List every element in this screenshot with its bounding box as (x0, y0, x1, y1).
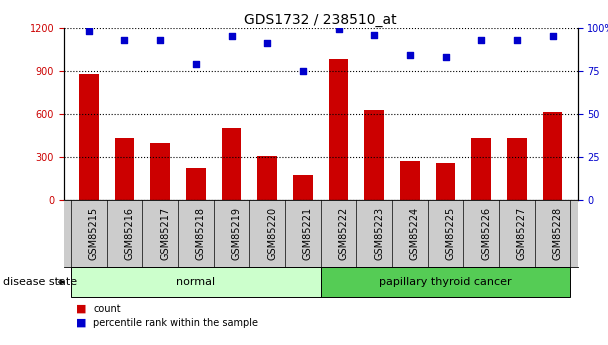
Text: disease state: disease state (3, 277, 77, 287)
Bar (257, 156, 277, 200)
Bar (79, 73, 98, 200)
Bar (436, 164, 455, 200)
Text: GSM85224: GSM85224 (410, 207, 420, 260)
Bar (507, 138, 527, 200)
Text: GSM85226: GSM85226 (482, 207, 491, 260)
Text: papillary thyroid cancer: papillary thyroid cancer (379, 277, 512, 287)
Bar (186, 168, 206, 200)
Text: ■: ■ (76, 304, 86, 314)
Text: GSM85221: GSM85221 (303, 207, 313, 260)
Bar (115, 138, 134, 200)
Bar (471, 138, 491, 200)
Bar (329, 59, 348, 200)
Bar (364, 110, 384, 200)
Text: GSM85228: GSM85228 (553, 207, 562, 260)
Text: percentile rank within the sample: percentile rank within the sample (93, 318, 258, 327)
Point (227, 33, 237, 39)
Text: ■: ■ (76, 318, 86, 327)
Text: GSM85222: GSM85222 (339, 207, 348, 260)
Text: GSM85217: GSM85217 (160, 207, 170, 260)
Point (262, 40, 272, 46)
Point (512, 37, 522, 42)
Point (298, 68, 308, 73)
Text: normal: normal (176, 277, 215, 287)
Point (155, 37, 165, 42)
Point (191, 61, 201, 67)
Bar (543, 112, 562, 200)
Text: GSM85216: GSM85216 (125, 207, 134, 260)
Bar (293, 175, 313, 200)
Text: count: count (93, 304, 120, 314)
Point (84, 28, 94, 34)
Bar (222, 128, 241, 200)
Text: GSM85223: GSM85223 (375, 207, 384, 260)
Text: GSM85215: GSM85215 (89, 207, 99, 260)
Point (334, 27, 344, 32)
Text: GSM85225: GSM85225 (446, 207, 455, 260)
Point (441, 54, 451, 60)
Bar (400, 161, 420, 200)
Text: GSM85227: GSM85227 (517, 207, 527, 260)
Text: GSM85218: GSM85218 (196, 207, 206, 260)
Text: GSM85219: GSM85219 (232, 207, 241, 260)
Title: GDS1732 / 238510_at: GDS1732 / 238510_at (244, 12, 397, 27)
Point (120, 37, 130, 42)
Text: GSM85220: GSM85220 (267, 207, 277, 260)
Point (477, 37, 486, 42)
Point (370, 32, 379, 37)
Point (548, 33, 558, 39)
Point (405, 52, 415, 58)
Bar (150, 142, 170, 200)
